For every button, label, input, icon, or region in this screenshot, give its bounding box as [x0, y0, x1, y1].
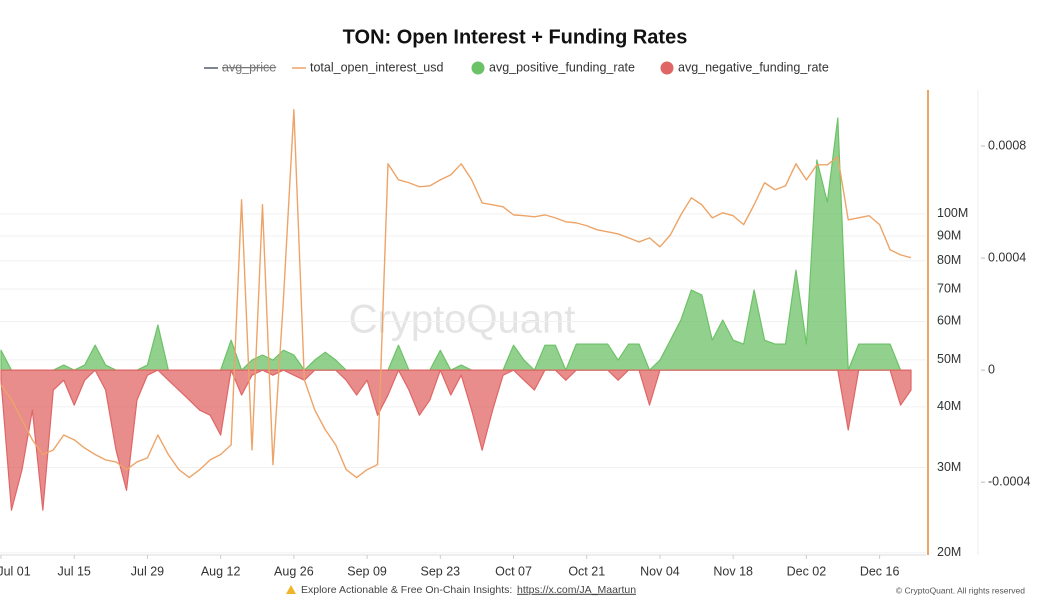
- y-tick-label: 100M: [937, 206, 968, 220]
- oi-line: [0, 109, 912, 479]
- y-tick-label: 30M: [937, 460, 961, 474]
- y-tick-label: 80M: [937, 253, 961, 267]
- funding-area: [0, 369, 912, 511]
- y-tick-label: 90M: [937, 228, 961, 242]
- x-tick-label: Dec 16: [860, 564, 900, 578]
- x-tick-label: Oct 07: [495, 564, 532, 578]
- x-tick-label: Dec 02: [787, 564, 827, 578]
- legend-swatch: [660, 61, 674, 75]
- legend-swatch: [471, 61, 485, 75]
- warning-icon: [286, 585, 296, 594]
- x-tick-label: Nov 18: [713, 564, 753, 578]
- x-tick-label: Oct 21: [568, 564, 605, 578]
- footer-link[interactable]: https://x.com/JA_Maartun: [517, 584, 636, 596]
- watermark: CryptoQuant: [349, 298, 576, 342]
- x-tick-label: Aug 26: [274, 564, 314, 578]
- x-tick-label: Sep 23: [420, 564, 460, 578]
- y-tick-label: 60M: [937, 314, 961, 328]
- y2-tick-label: 0.0004: [988, 250, 1026, 264]
- copyright: © CryptoQuant. All rights reserved: [896, 585, 1025, 595]
- x-tick-label: Jul 29: [131, 564, 164, 578]
- funding-area: [0, 117, 912, 371]
- legend-label: avg_positive_funding_rate: [489, 60, 635, 74]
- x-tick-label: Sep 09: [347, 564, 387, 578]
- y-tick-label: 70M: [937, 281, 961, 295]
- chart-title: TON: Open Interest + Funding Rates: [343, 26, 688, 48]
- y2-tick-label: 0.0008: [988, 138, 1026, 152]
- y2-tick-label: 0: [988, 362, 995, 376]
- footer-text: Explore Actionable & Free On-Chain Insig…: [301, 584, 512, 596]
- x-tick-label: Jul 15: [58, 564, 91, 578]
- x-tick-label: Jul 01: [0, 564, 31, 578]
- legend-label: avg_price: [222, 60, 276, 74]
- y-tick-label: 50M: [937, 352, 961, 366]
- y-tick-label: 20M: [937, 545, 961, 559]
- legend-label: total_open_interest_usd: [310, 60, 443, 74]
- footer: Explore Actionable & Free On-Chain Insig…: [286, 584, 1025, 596]
- y2-tick-label: -0.0004: [988, 474, 1030, 488]
- x-tick-label: Nov 04: [640, 564, 680, 578]
- legend-label: avg_negative_funding_rate: [678, 60, 829, 74]
- y-tick-label: 40M: [937, 399, 961, 413]
- x-tick-label: Aug 12: [201, 564, 241, 578]
